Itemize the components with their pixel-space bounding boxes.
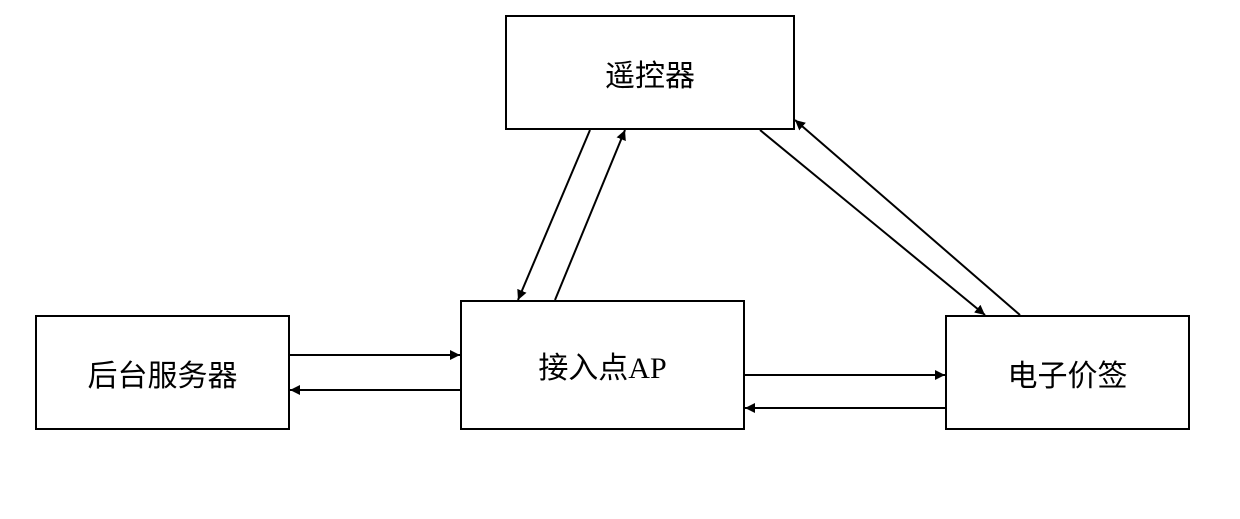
node-tag-label: 电子价签 — [1008, 351, 1128, 395]
node-server-label: 后台服务器 — [88, 351, 238, 395]
node-server: 后台服务器 — [35, 315, 290, 430]
node-ap-label: 接入点AP — [538, 343, 666, 387]
node-remote-label: 遥控器 — [605, 51, 695, 95]
node-tag: 电子价签 — [945, 315, 1190, 430]
node-ap: 接入点AP — [460, 300, 745, 430]
node-remote: 遥控器 — [505, 15, 795, 130]
